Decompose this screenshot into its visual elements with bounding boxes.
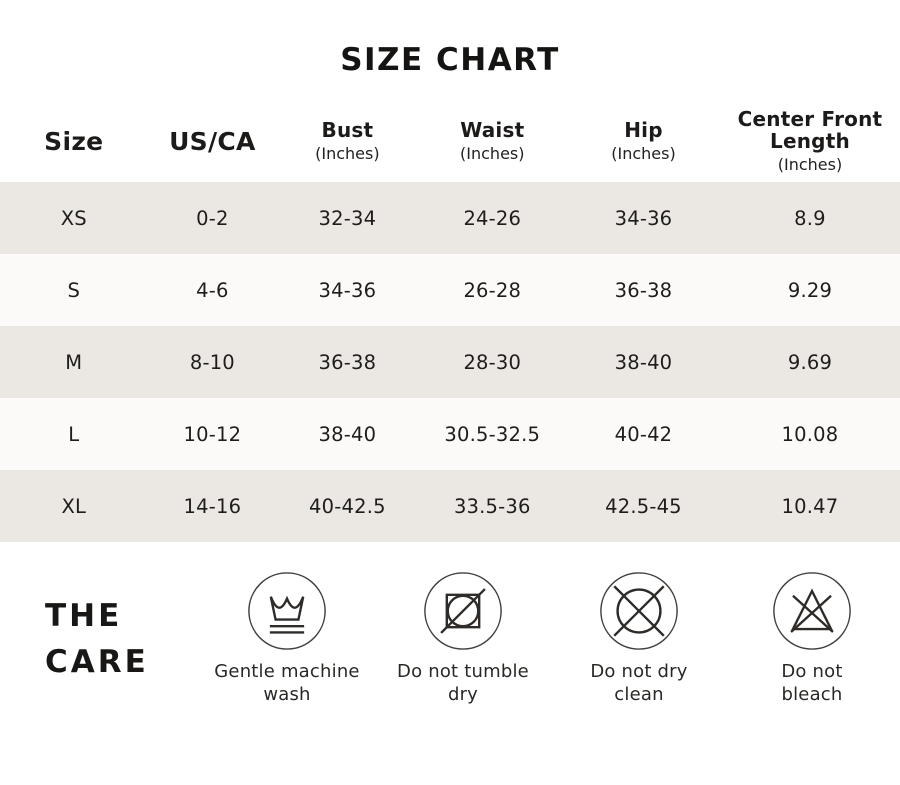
do-not-bleach-icon: [773, 572, 851, 650]
cell-center-front-length: 10.47: [781, 494, 839, 518]
cell-center-front-length: 8.9: [794, 206, 826, 230]
cell-bust: 36-38: [318, 350, 377, 374]
care-heading: THE CARE: [45, 594, 149, 686]
cell-hip: 42.5-45: [605, 494, 682, 518]
care-item-do-not-bleach: Do not bleach: [724, 571, 900, 706]
cell-bust: 40-42.5: [309, 494, 386, 518]
table-header-row: Size US/CA Bust (Inches) Waist (Inches) …: [0, 100, 900, 182]
care-heading-line1: THE: [45, 598, 123, 634]
table-row-l: L 10-12 38-40 30.5-32.5 40-42 10.08: [0, 398, 900, 470]
cell-center-front-length: 9.69: [787, 350, 833, 374]
cell-hip: 36-38: [614, 278, 673, 302]
gentle-machine-wash-icon: [248, 572, 326, 650]
cell-size: XS: [60, 206, 87, 230]
do-not-tumble-dry-icon: [424, 572, 502, 650]
table-row-xl: XL 14-16 40-42.5 33.5-36 42.5-45 10.47: [0, 470, 900, 542]
table-row-m: M 8-10 36-38 28-30 38-40 9.69: [0, 326, 900, 398]
cell-waist: 24-26: [463, 206, 522, 230]
cell-waist: 26-28: [463, 278, 522, 302]
cell-hip: 34-36: [614, 206, 673, 230]
care-item-gentle-machine-wash: Gentle machine wash: [199, 571, 375, 706]
care-item-do-not-tumble-dry: Do not tumble dry: [375, 571, 551, 706]
cell-size: M: [65, 350, 83, 374]
cell-size: L: [68, 422, 80, 446]
column-header-size: Size: [44, 126, 104, 156]
care-item-do-not-dry-clean: Do not dry clean: [551, 571, 727, 706]
do-not-dry-clean-icon: [600, 572, 678, 650]
care-label: Do not dry clean: [590, 661, 688, 706]
column-header-bust: Bust (Inches): [315, 117, 380, 164]
care-label: Do not bleach: [781, 661, 843, 706]
cell-size: XL: [61, 494, 87, 518]
cell-size: S: [67, 278, 81, 302]
size-chart-page: SIZE CHART Size US/CA Bust (Inches) Wais…: [0, 42, 900, 785]
cell-waist: 28-30: [463, 350, 522, 374]
cell-bust: 34-36: [318, 278, 377, 302]
cell-us-ca: 0-2: [196, 206, 229, 230]
cell-bust: 38-40: [318, 422, 377, 446]
cell-hip: 38-40: [614, 350, 673, 374]
care-heading-line2: CARE: [45, 643, 149, 680]
cell-waist: 33.5-36: [453, 494, 531, 518]
cell-center-front-length: 10.08: [781, 422, 839, 446]
page-title: SIZE CHART: [340, 42, 560, 78]
size-chart-table: Size US/CA Bust (Inches) Waist (Inches) …: [0, 100, 900, 542]
cell-center-front-length: 9.29: [787, 278, 833, 302]
column-header-hip: Hip (Inches): [611, 117, 676, 164]
cell-waist: 30.5-32.5: [444, 422, 541, 446]
table-row-s: S 4-6 34-36 26-28 36-38 9.29: [0, 254, 900, 326]
column-header-waist: Waist (Inches): [460, 117, 525, 164]
cell-bust: 32-34: [318, 206, 377, 230]
care-section: THE CARE Gentle machine wash: [0, 542, 900, 746]
cell-us-ca: 4-6: [196, 278, 229, 302]
cell-us-ca: 14-16: [183, 494, 242, 518]
table-row-xs: XS 0-2 32-34 24-26 34-36 8.9: [0, 182, 900, 254]
cell-us-ca: 10-12: [183, 422, 242, 446]
cell-hip: 40-42: [614, 422, 673, 446]
column-header-us-ca: US/CA: [169, 126, 256, 156]
cell-us-ca: 8-10: [189, 350, 235, 374]
care-label: Gentle machine wash: [214, 661, 360, 706]
care-label: Do not tumble dry: [397, 661, 529, 706]
column-header-center-front-length: Center Front Length (Inches): [737, 106, 883, 175]
